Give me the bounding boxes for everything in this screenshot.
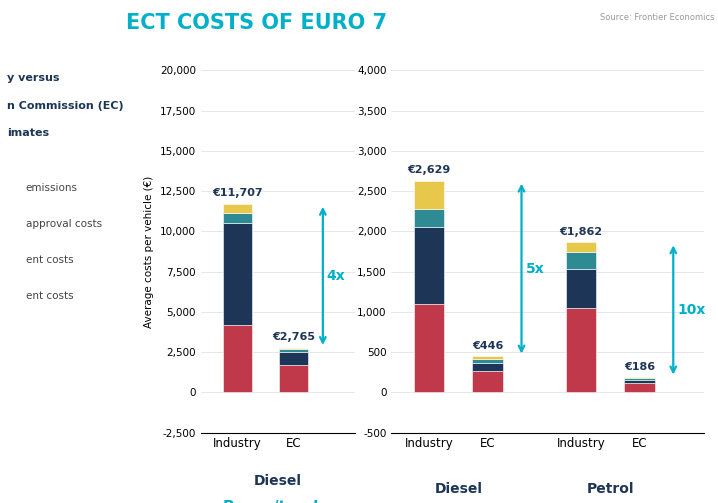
- Bar: [624, 383, 655, 392]
- Bar: [223, 223, 252, 325]
- Text: Buses/trucks: Buses/trucks: [223, 499, 333, 503]
- Bar: [414, 181, 444, 209]
- Bar: [279, 348, 308, 350]
- Text: €1,862: €1,862: [559, 227, 602, 237]
- Bar: [279, 365, 308, 392]
- Bar: [472, 359, 503, 363]
- Text: ent costs: ent costs: [26, 255, 73, 265]
- Text: €11,707: €11,707: [213, 188, 263, 198]
- Text: €2,765: €2,765: [272, 332, 315, 342]
- Bar: [624, 377, 655, 378]
- Bar: [624, 380, 655, 383]
- Text: €446: €446: [472, 341, 503, 351]
- Bar: [223, 325, 252, 392]
- Bar: [472, 371, 503, 392]
- Y-axis label: Average costs per vehicle (€): Average costs per vehicle (€): [144, 176, 154, 327]
- Bar: [566, 242, 596, 252]
- Bar: [279, 350, 308, 352]
- Text: Source: Frontier Economics: Source: Frontier Economics: [600, 13, 714, 22]
- Text: 10x: 10x: [677, 303, 706, 317]
- Bar: [223, 213, 252, 223]
- Bar: [279, 352, 308, 365]
- Bar: [472, 357, 503, 359]
- Text: n Commission (EC): n Commission (EC): [7, 101, 123, 111]
- Text: Petrol: Petrol: [587, 482, 634, 496]
- Text: imates: imates: [7, 128, 50, 138]
- Bar: [624, 378, 655, 380]
- Text: y versus: y versus: [7, 73, 60, 83]
- Text: 4x: 4x: [327, 269, 345, 283]
- Text: Diesel: Diesel: [254, 474, 302, 488]
- Text: ECT COSTS OF EURO 7: ECT COSTS OF EURO 7: [126, 13, 387, 33]
- Bar: [472, 363, 503, 371]
- Bar: [566, 269, 596, 308]
- Bar: [566, 252, 596, 269]
- Text: 5x: 5x: [526, 262, 544, 276]
- Text: emissions: emissions: [26, 183, 78, 193]
- Text: approval costs: approval costs: [26, 219, 102, 229]
- Bar: [414, 304, 444, 392]
- Text: Diesel: Diesel: [434, 482, 482, 496]
- Text: ent costs: ent costs: [26, 291, 73, 301]
- Bar: [566, 308, 596, 392]
- Text: €186: €186: [624, 362, 655, 372]
- Bar: [414, 209, 444, 227]
- Bar: [414, 227, 444, 304]
- Text: €2,629: €2,629: [408, 165, 451, 175]
- Bar: [223, 204, 252, 213]
